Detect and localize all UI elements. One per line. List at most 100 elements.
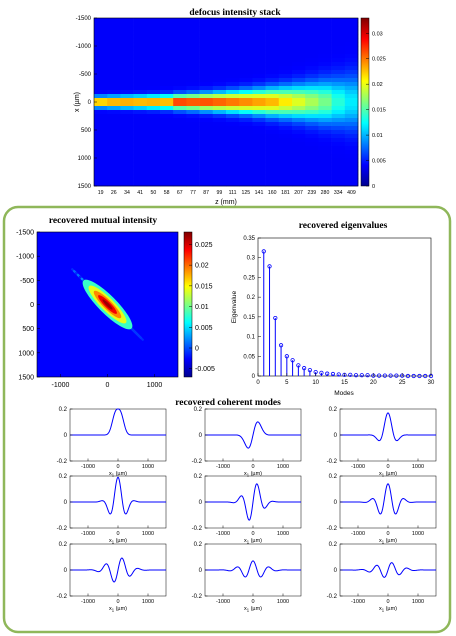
stack-cell [120,166,134,171]
stack-cell [186,178,200,183]
eigen-point [382,373,387,378]
stack-cell [239,42,253,47]
stack-colorbar-tick-label: 0.025 [372,57,386,63]
stack-cell [199,158,214,163]
mode-xlabel-main: x [109,606,112,612]
stack-cell [199,122,214,127]
stack-cell [107,106,121,111]
stack-cell [265,42,280,47]
stack-cell [107,86,121,91]
stack-cell [160,66,174,71]
stack-cell [226,110,240,115]
stack-cell [133,110,148,115]
mode-y-tick-label: -0.2 [327,594,338,600]
mode-xlabel: x1 (µm) [244,606,262,613]
stack-cell [120,150,134,155]
stack-cell [160,166,174,171]
stack-cell [146,90,161,95]
stack-cell [344,146,359,151]
stack-cell [265,178,280,183]
stack-cell [331,150,346,155]
stack-cell [239,182,253,187]
stack-cell [278,18,293,23]
mode-y-tick-label: 0 [334,568,338,574]
stack-cell [239,158,253,163]
stack-cell [94,98,108,103]
mode-y-tick-label: 0.2 [329,542,338,548]
stack-cell [265,78,280,83]
stack-cell [199,54,214,59]
stack-cell [344,38,359,43]
stack-cell [94,30,108,35]
stack-cell [252,86,266,91]
mode-x-tick-label: -1000 [351,531,365,537]
mode-xlabel-unit: (µm) [249,606,262,612]
stack-cell [331,130,346,135]
stack-cell [133,106,148,111]
eigen-point [325,371,330,376]
mode-curve [205,560,301,578]
stack-cell [146,134,161,139]
stack-cell [305,78,319,83]
stack-cell [186,162,200,167]
stack-cell [278,54,293,59]
stack-cell [278,142,293,147]
stack-cell [186,18,200,23]
stack-cell [212,50,227,55]
stack-cell [265,62,280,67]
stack-cell [331,66,346,71]
stack-cell [133,126,148,131]
stack-x-tick-label: 34 [124,190,130,196]
stack-cell [265,26,280,31]
stack-cell [212,86,227,91]
stack-cell [252,126,266,131]
stack-cell [94,178,108,183]
stack-cell [120,154,134,159]
mutual-y-tick-label: 0 [30,302,34,309]
stack-cell [318,142,332,147]
stack-cell [252,150,266,155]
stack-cell [199,26,214,31]
stack-cell [226,58,240,63]
stack-cell [120,86,134,91]
stack-cell [186,34,200,39]
mode-xlabel-sub: 1 [382,608,385,613]
stack-cell [146,110,161,115]
stack-cell [94,26,108,31]
stack-cell [292,118,306,123]
stack-cell [173,126,187,131]
stack-cell [186,102,200,107]
stack-cell [160,62,174,67]
stack-cell [173,46,187,51]
stack-cell [120,62,134,67]
mode-y-tick-label: 0 [334,433,338,439]
mode-xlabel-sub: 1 [112,608,115,613]
stack-cell [226,74,240,79]
stack-cell [226,130,240,135]
stack-cell [107,78,121,83]
stack-cell [173,178,187,183]
stack-cell [186,134,200,139]
mode-xlabel-unit: (µm) [114,471,127,477]
stack-cell [160,122,174,127]
stack-cell [265,86,280,91]
stack-cell [331,90,346,95]
stack-cell [252,110,266,115]
stack-cell [331,18,346,23]
stack-cell [186,182,200,187]
stack-x-tick-label: 99 [217,190,223,196]
stack-cell [160,154,174,159]
eigen-y-tick-label: 0.3 [247,256,256,262]
stack-cell [252,26,266,31]
stack-cell [199,94,214,99]
eigen-ylabel: Eigenvalue [231,291,238,324]
stack-cell [146,130,161,135]
stack-cell [226,126,240,131]
stack-cell [133,178,148,183]
stack-cell [239,106,253,111]
mode-xlabel: x1 (µm) [379,538,397,545]
stack-cell [160,162,174,167]
stack-cell [173,22,187,27]
stack-cell [344,122,359,127]
